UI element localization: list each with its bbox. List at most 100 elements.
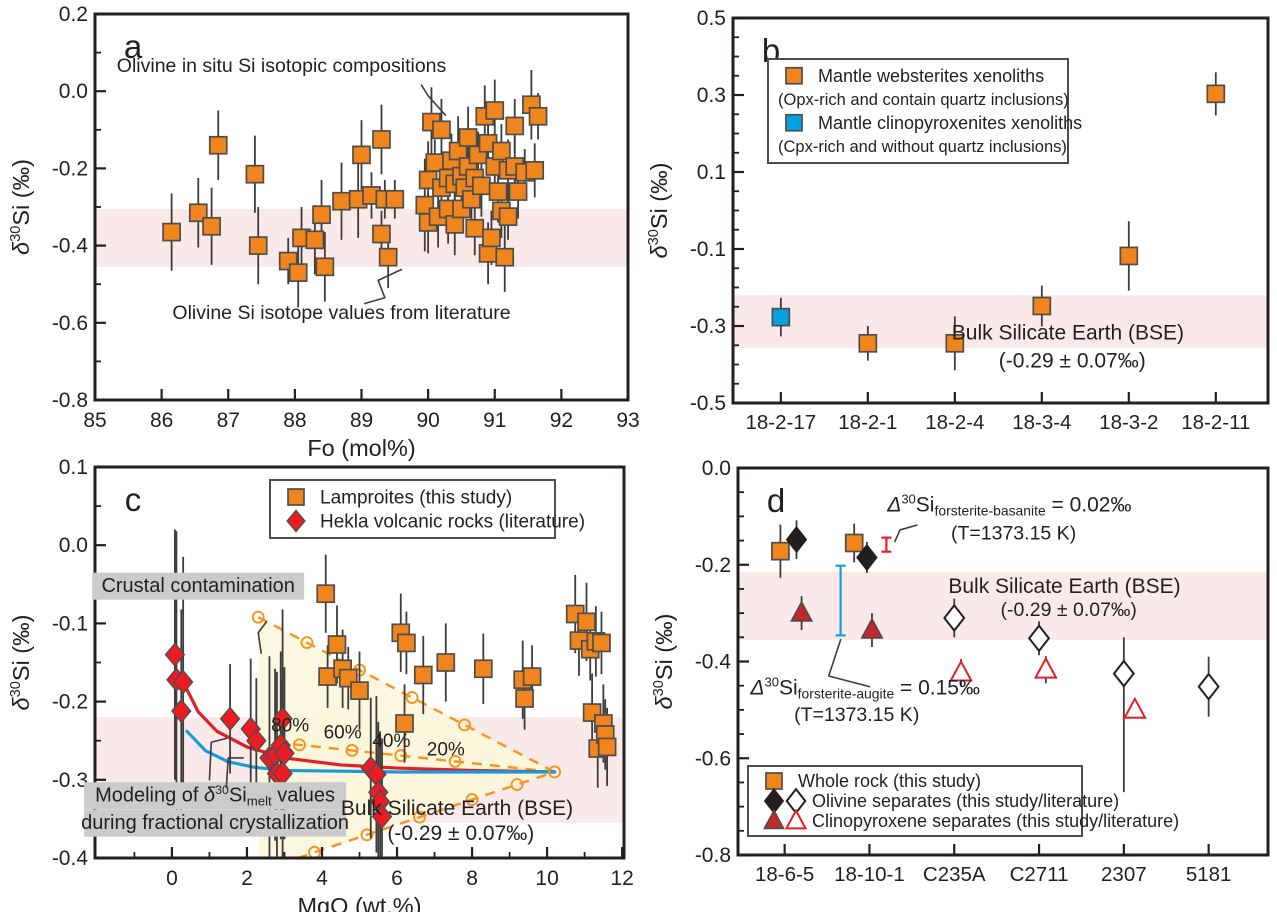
data-point-square [432, 120, 451, 140]
annotation-text: (-0.29 ± 0.07‰) [999, 350, 1146, 373]
panel-b: 18-2-17 18-2-1 18-2-4 18-3-4 18-3-2 18-2-11 0.… [646, 7, 1270, 434]
data-point-square [288, 263, 308, 282]
data-point-triangle [1122, 696, 1147, 719]
data-point-square [505, 116, 525, 136]
data-point-diamond [274, 740, 295, 766]
y-tick-label: -0.4 [695, 651, 732, 674]
annotation-text: Δ30Siforsterite-augite = 0.15‰ [749, 674, 980, 701]
data-point-square [305, 230, 325, 250]
x-tick-label: 91 [483, 409, 506, 432]
percent-label: 20% [427, 740, 465, 761]
data-point-diamond [785, 525, 808, 554]
y-axis-title: δ30Si (‰) [8, 615, 34, 711]
data-point-square [425, 153, 445, 172]
mixing-step-circle [345, 743, 359, 757]
data-point-square [515, 689, 534, 708]
data-point-triangle [790, 600, 814, 622]
data-point-square [765, 772, 783, 790]
legend-label: Lamproites (this study) [320, 487, 512, 508]
data-point-square [327, 635, 347, 654]
y-tick-label: -0.2 [695, 554, 731, 577]
annotation-text: (-0.29 ± 0.07‰) [387, 822, 534, 845]
y-tick-label: -0.2 [52, 691, 88, 714]
annotation-text: (-0.29 ± 0.07‰) [1001, 599, 1137, 621]
percent-label: 60% [324, 722, 362, 743]
data-point-square [492, 141, 511, 161]
x-tick-label: 4 [316, 867, 328, 890]
annotation-text: during fractional crystallization [81, 812, 349, 834]
mixing-step-circle [465, 793, 479, 807]
legend-label: Hekla volcanic rocks (literature) [320, 511, 585, 532]
mixing-step-circle [413, 810, 426, 824]
data-layer [733, 72, 1268, 371]
annotation-bg [92, 572, 305, 600]
data-point-square [316, 584, 336, 604]
y-tick-label: -0.1 [52, 612, 88, 635]
annotation-text: (T=1373.15 K) [794, 704, 919, 726]
data-point-diamond [1027, 624, 1051, 653]
x-axis-title: Fo (mol%) [307, 435, 415, 461]
mixing-step-circle [510, 778, 524, 791]
data-layer [95, 69, 628, 308]
x-tick-label: 10 [535, 867, 558, 890]
data-point-diamond [172, 669, 194, 695]
data-point-square [385, 189, 405, 209]
data-point-square [208, 135, 228, 155]
annotation-text: Olivine in situ Si isotopic compositions [117, 55, 447, 77]
annotation-arrow [894, 524, 918, 543]
annotation-arrow [225, 757, 244, 789]
bse-band [733, 295, 1268, 348]
data-point-triangle [784, 808, 808, 830]
data-point-diamond [371, 804, 393, 829]
data-point-diamond [856, 543, 878, 572]
data-point-triangle [1033, 656, 1058, 679]
legend-label: Clinopyroxene separates (this study/lite… [812, 811, 1179, 831]
data-point-square [597, 737, 617, 757]
data-point-triangle [763, 808, 785, 830]
panel-letter: d [767, 482, 785, 519]
data-point-square [372, 130, 391, 149]
y-tick-label: -0.1 [690, 238, 726, 261]
data-point-square [485, 101, 505, 120]
legend-sublabel: (Opx-rich and contain quartz inclusions) [778, 91, 1069, 109]
x-tick-label: 88 [283, 409, 306, 432]
data-point-square [1119, 246, 1139, 266]
x-tick-label: 86 [150, 409, 173, 432]
mixing-step-circle [251, 610, 265, 624]
data-point-diamond [1112, 659, 1135, 688]
x-category-label: 18-2-11 [1181, 411, 1250, 434]
annotation-text: Bulk Silicate Earth (BSE) [341, 797, 573, 820]
x-category-label: 18-3-2 [1099, 411, 1158, 434]
data-point-square [498, 207, 518, 226]
x-tick-label: 85 [83, 409, 106, 432]
legend-label: Mantle websterites xenoliths [818, 66, 1044, 86]
annotation-arrow [208, 737, 228, 781]
y-tick-label: 0.0 [702, 457, 731, 480]
data-point-square [488, 182, 508, 201]
y-tick-label: 0.5 [697, 7, 726, 30]
x-tick-label: 6 [391, 867, 403, 890]
data-point-square [785, 66, 803, 85]
data-point-square [1206, 84, 1226, 104]
data-point-square [248, 236, 268, 255]
y-tick-label: 0.2 [59, 3, 88, 26]
y-tick-label: -0.4 [52, 847, 89, 870]
legend-box [269, 479, 556, 539]
data-point-square [525, 160, 545, 180]
data-point-diamond [164, 642, 186, 667]
mixing-step-circle [293, 738, 306, 752]
data-point-square [245, 164, 265, 184]
data-point-square [378, 247, 398, 267]
x-tick-label: 8 [466, 867, 478, 890]
panel-letter: a [124, 28, 143, 65]
legend-label: Olivine separates (this study/literature… [812, 791, 1119, 811]
panel-letter: c [125, 481, 142, 518]
percent-label: 40% [372, 731, 410, 752]
data-point-diamond [246, 728, 267, 754]
y-tick-label: 0.0 [59, 534, 88, 557]
data-point-square [785, 113, 803, 132]
data-point-square [1032, 296, 1052, 316]
data-point-square [771, 541, 790, 561]
x-axis-title: MgO (wt.%) [297, 893, 421, 912]
